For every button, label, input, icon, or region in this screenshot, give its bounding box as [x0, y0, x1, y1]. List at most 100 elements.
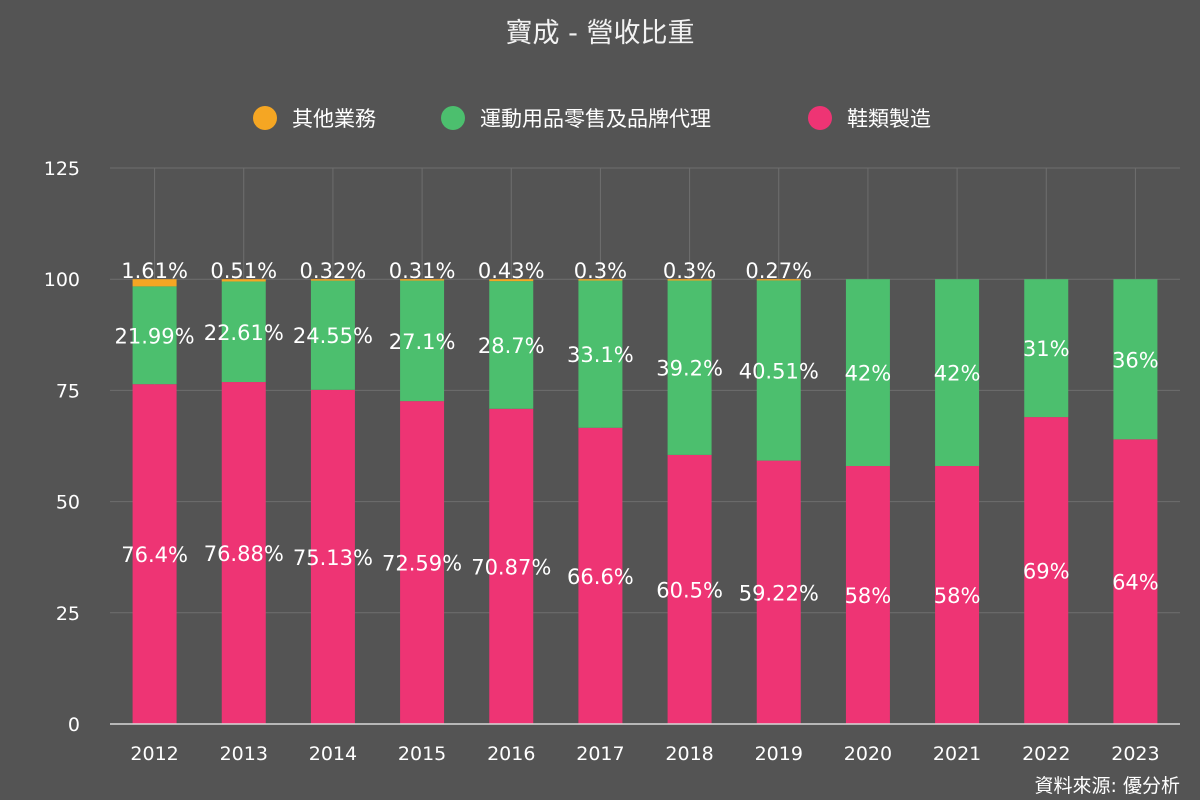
bar-segment: [667, 279, 712, 281]
bar-segment: [935, 279, 980, 467]
bar-segment: [310, 279, 355, 281]
x-tick-label: 2018: [665, 743, 713, 765]
bar-segment: [756, 280, 801, 461]
x-tick-label: 2015: [398, 743, 446, 765]
data-label: 42%: [845, 362, 892, 386]
data-label: 59.22%: [739, 581, 819, 605]
source-note: 資料來源: 優分析: [1035, 775, 1180, 797]
legend-item[interactable]: 鞋類製造: [808, 106, 931, 131]
bar-segment: [400, 401, 445, 724]
bar-segment: [667, 280, 712, 455]
bar-segment: [1024, 279, 1069, 418]
bar-segment: [400, 280, 445, 402]
bar-segment: [667, 454, 712, 724]
data-label: 0.51%: [210, 259, 277, 283]
x-tick-label: 2017: [576, 743, 624, 765]
data-label: 1.61%: [121, 259, 188, 283]
y-tick-label: 75: [56, 380, 80, 402]
data-label: 64%: [1112, 571, 1159, 595]
bar-segment: [578, 280, 623, 428]
data-label: 31%: [1023, 337, 1070, 361]
bar-segment: [756, 460, 801, 724]
legend-item[interactable]: 運動用品零售及品牌代理: [441, 106, 711, 131]
y-tick-label: 0: [68, 714, 80, 736]
bar-segment: [310, 280, 355, 390]
data-label: 76.4%: [121, 543, 188, 567]
data-label: 33.1%: [567, 343, 634, 367]
data-label: 60.5%: [656, 578, 723, 602]
data-label: 70.87%: [471, 555, 551, 579]
data-label: 0.31%: [389, 259, 456, 283]
legend-label: 鞋類製造: [847, 107, 931, 131]
chart-title: 寶成 - 營收比重: [506, 18, 695, 49]
data-label: 0.3%: [663, 259, 716, 283]
data-label: 0.27%: [745, 259, 812, 283]
legend-label: 運動用品零售及品牌代理: [480, 107, 711, 131]
legend-swatch: [808, 106, 832, 130]
bar-segment: [935, 466, 980, 724]
bar-segment: [1113, 439, 1158, 724]
data-label: 0.3%: [574, 259, 627, 283]
x-tick-label: 2022: [1022, 743, 1070, 765]
bar-layer: [132, 279, 1158, 724]
x-tick-label: 2021: [933, 743, 981, 765]
data-label: 58%: [845, 584, 892, 608]
bar-segment: [132, 384, 177, 724]
data-label: 21.99%: [115, 324, 195, 348]
bar-segment: [310, 389, 355, 724]
data-label: 72.59%: [382, 552, 462, 576]
bar-segment: [578, 279, 623, 281]
y-tick-label: 100: [44, 269, 80, 291]
data-label: 0.32%: [300, 259, 367, 283]
x-tick-label: 2012: [130, 743, 178, 765]
data-label: 22.61%: [204, 321, 284, 345]
bar-segment: [489, 281, 534, 409]
legend-item[interactable]: 其他業務: [253, 106, 376, 131]
y-tick-label: 125: [44, 158, 80, 180]
axis-layer: 0 25 50 75 100 125 2012 2013 2014 2015 2016 2017 201…: [44, 158, 1180, 765]
x-tick-label: 2016: [487, 743, 535, 765]
data-label: 39.2%: [656, 357, 723, 381]
x-tick-label: 2014: [309, 743, 357, 765]
bar-segment: [489, 279, 534, 282]
bar-segment: [1113, 279, 1158, 440]
data-label: 75.13%: [293, 546, 373, 570]
bar-segment: [489, 408, 534, 724]
data-label: 76.88%: [204, 542, 284, 566]
data-label: 58%: [934, 584, 981, 608]
bar-segment: [756, 279, 801, 281]
y-tick-label: 25: [56, 603, 80, 625]
legend-label: 其他業務: [292, 107, 376, 131]
grid-layer: [110, 167, 1180, 725]
legend-swatch: [441, 106, 465, 130]
x-tick-label: 2020: [844, 743, 892, 765]
x-tick-label: 2019: [755, 743, 803, 765]
bar-segment: [400, 279, 445, 281]
bar-segment: [221, 382, 266, 724]
data-label: 27.1%: [389, 330, 456, 354]
data-label-layer: 76.4% 21.99% 1.61% 76.88% 22.61% 0.51% 75.13% 2…: [115, 259, 1159, 608]
bar-segment: [132, 279, 177, 287]
bar-segment: [221, 279, 266, 282]
data-label: 24.55%: [293, 324, 373, 348]
x-tick-label: 2013: [220, 743, 268, 765]
bar-segment: [845, 466, 890, 724]
data-label: 66.6%: [567, 565, 634, 589]
data-label: 0.43%: [478, 259, 545, 283]
bar-segment: [221, 281, 266, 383]
bar-segment: [578, 427, 623, 724]
bar-segment: [845, 279, 890, 467]
legend: 其他業務 運動用品零售及品牌代理 鞋類製造: [253, 106, 931, 131]
bar-segment: [132, 286, 177, 385]
data-label: 69%: [1023, 560, 1070, 584]
legend-swatch: [253, 106, 277, 130]
data-label: 28.7%: [478, 334, 545, 358]
data-label: 40.51%: [739, 359, 819, 383]
x-tick-label: 2023: [1111, 743, 1159, 765]
y-tick-label: 50: [56, 492, 80, 514]
bar-segment: [1024, 417, 1069, 724]
data-label: 36%: [1112, 348, 1159, 372]
data-label: 42%: [934, 362, 981, 386]
